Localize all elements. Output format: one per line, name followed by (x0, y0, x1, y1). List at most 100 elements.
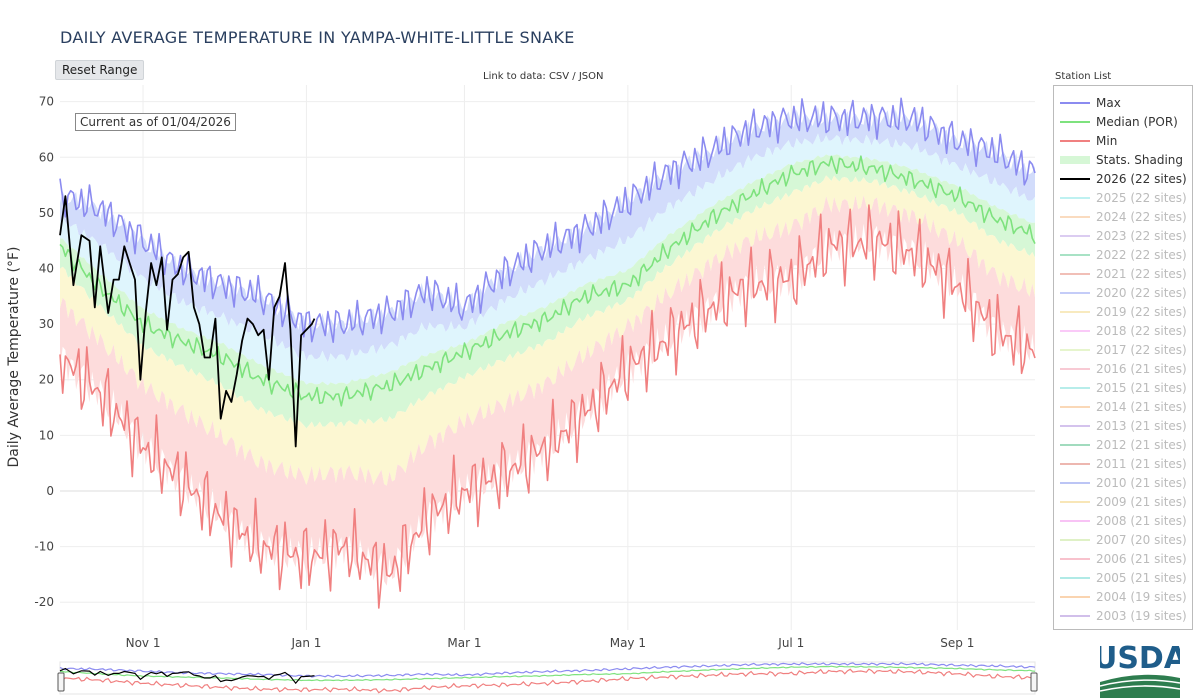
legend-item[interactable]: 2015 (21 sites) (1060, 378, 1187, 397)
legend-swatch (1060, 500, 1090, 503)
legend-item[interactable]: 2021 (22 sites) (1060, 264, 1187, 283)
navigator-handle-left[interactable] (57, 672, 65, 692)
legend-swatch (1060, 519, 1090, 522)
legend-item[interactable]: 2007 (20 sites) (1060, 530, 1187, 549)
y-tick-label: 70 (39, 95, 54, 109)
legend-label: 2022 (22 sites) (1096, 247, 1187, 262)
legend-label: 2005 (21 sites) (1096, 570, 1187, 585)
chart-lines (59, 97, 1036, 609)
legend-label: 2018 (22 sites) (1096, 323, 1187, 338)
legend-item[interactable]: 2004 (19 sites) (1060, 587, 1187, 606)
legend-label: 2017 (22 sites) (1096, 342, 1187, 357)
chart-plot[interactable]: -20 -10 0 10 20 30 40 50 60 70 Nov 1 Jan 1 Mar 1 May… (0, 0, 1050, 700)
legend-swatch (1060, 595, 1090, 598)
legend-item[interactable]: 2011 (21 sites) (1060, 454, 1187, 473)
navigator-max-line (59, 662, 1036, 678)
y-tick-label: 10 (39, 428, 54, 442)
navigator-min-line (59, 668, 1036, 694)
legend-item[interactable]: Max (1060, 93, 1121, 112)
legend-label: Min (1096, 133, 1118, 148)
legend-label: 2011 (21 sites) (1096, 456, 1187, 471)
y-tick-label: 60 (39, 150, 54, 164)
navigator-median-line (59, 665, 1036, 682)
legend-swatch (1060, 291, 1090, 294)
legend-item[interactable]: 2008 (21 sites) (1060, 511, 1187, 530)
reset-range-button[interactable]: Reset Range (55, 60, 145, 80)
y-axis-label: Daily Average Temperature (°F) (6, 247, 22, 468)
legend-item[interactable]: Stats. Shading (1060, 150, 1183, 169)
usda-logo: USDA (1100, 641, 1180, 698)
legend-item[interactable]: 2018 (22 sites) (1060, 321, 1187, 340)
legend-item[interactable]: 2013 (21 sites) (1060, 416, 1187, 435)
legend-label: 2024 (22 sites) (1096, 209, 1187, 224)
legend-item[interactable]: 2006 (21 sites) (1060, 549, 1187, 568)
legend-label: 2003 (19 sites) (1096, 608, 1187, 623)
band-median (60, 154, 1035, 429)
legend-item[interactable]: 2022 (22 sites) (1060, 245, 1187, 264)
legend-item[interactable]: Median (POR) (1060, 112, 1178, 131)
legend-label: 2025 (22 sites) (1096, 190, 1187, 205)
series-median-line (59, 155, 1036, 407)
legend-label: 2008 (21 sites) (1096, 513, 1187, 528)
y-tick-label: -10 (34, 540, 54, 554)
legend-label: 2013 (21 sites) (1096, 418, 1187, 433)
legend-item[interactable]: 2016 (21 sites) (1060, 359, 1187, 378)
legend-swatch (1060, 348, 1090, 351)
legend-swatch (1060, 424, 1090, 427)
legend-swatch (1060, 234, 1090, 237)
legend-swatch (1060, 139, 1090, 142)
legend-item[interactable]: 2012 (21 sites) (1060, 435, 1187, 454)
band-upper-mid (60, 133, 1035, 386)
station-list-title: Station List (1055, 71, 1112, 82)
legend-item[interactable]: 2003 (19 sites) (1060, 606, 1187, 625)
legend-item[interactable]: 2009 (21 sites) (1060, 492, 1187, 511)
legend-label: 2012 (21 sites) (1096, 437, 1187, 452)
legend-label: 2020 (22 sites) (1096, 285, 1187, 300)
navigator-handle-right[interactable] (1030, 672, 1038, 692)
usda-logo-text: USDA (1100, 641, 1180, 676)
legend-item[interactable]: 2017 (22 sites) (1060, 340, 1187, 359)
x-tick-label: Nov 1 (126, 636, 161, 650)
legend-swatch (1060, 177, 1090, 180)
legend-item[interactable]: 2020 (22 sites) (1060, 283, 1187, 302)
legend-item[interactable]: 2024 (22 sites) (1060, 207, 1187, 226)
navigator-2026-line (59, 667, 315, 685)
legend-swatch (1060, 462, 1090, 465)
y-tick-label: 40 (39, 262, 54, 276)
legend-label: 2023 (22 sites) (1096, 228, 1187, 243)
legend-label: Max (1096, 95, 1121, 110)
legend-label: 2014 (21 sites) (1096, 399, 1187, 414)
y-tick-label: -20 (34, 595, 54, 609)
y-axis: -20 -10 0 10 20 30 40 50 60 70 (34, 95, 54, 610)
legend-item[interactable]: 2019 (22 sites) (1060, 302, 1187, 321)
data-link[interactable]: Link to data: CSV / JSON (483, 71, 604, 82)
legend-swatch (1060, 253, 1090, 256)
y-tick-label: 0 (46, 484, 54, 498)
legend-item[interactable]: Min (1060, 131, 1117, 150)
legend-item[interactable]: 2005 (21 sites) (1060, 568, 1187, 587)
y-tick-label: 50 (39, 206, 54, 220)
legend-item[interactable]: 2026 (22 sites) (1060, 169, 1187, 188)
legend-label: 2015 (21 sites) (1096, 380, 1187, 395)
chart-title: DAILY AVERAGE TEMPERATURE IN YAMPA-WHITE… (60, 28, 575, 47)
legend-item[interactable]: 2010 (21 sites) (1060, 473, 1187, 492)
station-list-legend: Max Median (POR) Min Stats. Shading 2026 (22… (1053, 85, 1193, 630)
legend-swatch (1060, 443, 1090, 446)
x-tick-label: Jul 1 (777, 636, 804, 650)
legend-label: 2016 (21 sites) (1096, 361, 1187, 376)
legend-item[interactable]: 2025 (22 sites) (1060, 188, 1187, 207)
legend-label: 2007 (20 sites) (1096, 532, 1187, 547)
band-upper (60, 106, 1035, 363)
band-lower (60, 195, 1035, 586)
legend-item[interactable]: 2023 (22 sites) (1060, 226, 1187, 245)
legend-item[interactable]: 2014 (21 sites) (1060, 397, 1187, 416)
legend-swatch (1060, 329, 1090, 332)
series-min-line (59, 204, 1036, 609)
legend-swatch (1060, 576, 1090, 579)
x-axis: Nov 1 Jan 1 Mar 1 May 1 Jul 1 Sep 1 (126, 636, 975, 650)
legend-swatch (1060, 196, 1090, 199)
legend-label: 2006 (21 sites) (1096, 551, 1187, 566)
x-tick-label: Mar 1 (447, 636, 481, 650)
legend-swatch (1060, 367, 1090, 370)
legend-swatch (1060, 386, 1090, 389)
